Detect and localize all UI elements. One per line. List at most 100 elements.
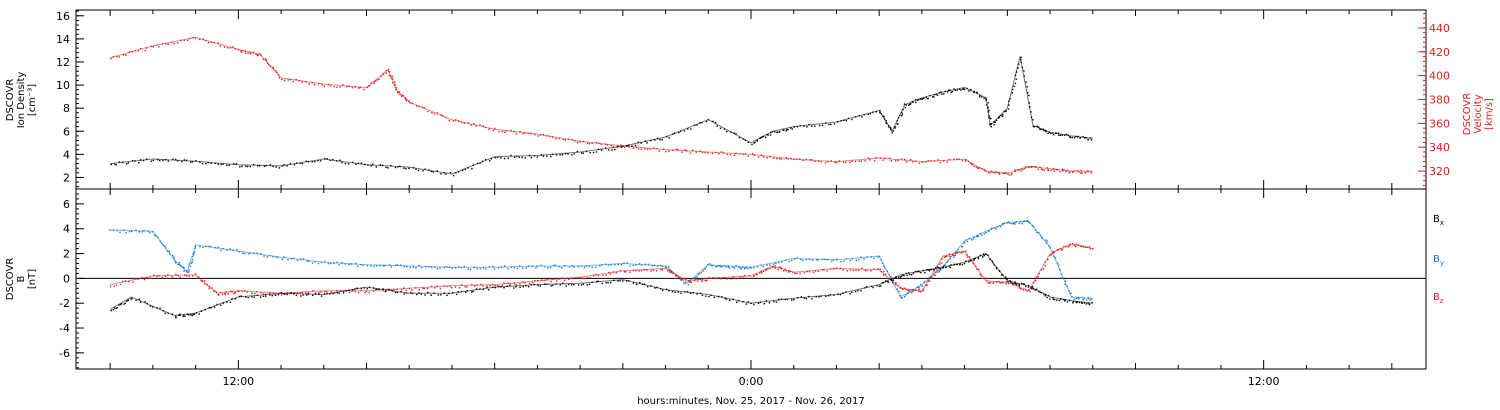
by-series-point <box>507 268 509 270</box>
density-series-point <box>329 159 332 161</box>
bz-series-point <box>974 265 977 267</box>
bz-series-point <box>260 292 262 294</box>
bx-series-point <box>736 301 738 303</box>
bz-series-point <box>992 282 994 284</box>
bx-series-point <box>342 292 345 294</box>
velocity-series-point <box>733 154 735 156</box>
bz-series-point <box>982 277 984 279</box>
bx-series-point <box>803 297 806 299</box>
by-series-point <box>735 265 737 267</box>
bx-series-point <box>882 281 885 284</box>
velocity-series-point <box>646 148 649 150</box>
bx-series-point <box>229 301 232 303</box>
density-series-point <box>1059 134 1062 136</box>
density-series-point <box>678 131 680 134</box>
velocity-series-point <box>259 52 261 55</box>
bz-series-point <box>784 268 786 270</box>
bz-series-point <box>670 271 672 274</box>
bz-series-point <box>723 276 725 279</box>
bx-series-point <box>745 303 748 305</box>
velocity-series-point <box>895 160 897 162</box>
density-series-point <box>803 125 805 127</box>
by-series-point <box>855 259 857 261</box>
by-series-point <box>635 264 637 266</box>
velocity-series-point <box>649 148 651 150</box>
density-series-point <box>245 165 247 167</box>
velocity-series-point <box>975 166 977 168</box>
velocity-series-point <box>515 133 517 135</box>
density-series-point <box>1020 56 1022 59</box>
bz-series-point <box>760 270 763 273</box>
bx-series-point <box>708 295 710 298</box>
velocity-series-point <box>1007 173 1009 175</box>
bx-series-point <box>820 295 822 297</box>
bx-series-point <box>378 288 380 290</box>
bx-series-point <box>992 261 994 264</box>
by-series-point <box>1018 222 1021 225</box>
velocity-series-point <box>1066 169 1069 171</box>
legend-entry-By: By <box>1433 254 1444 267</box>
bz-series-point <box>615 272 618 274</box>
by-series-point <box>238 251 240 253</box>
velocity-series-point <box>1063 169 1065 171</box>
by-series-point <box>826 258 829 261</box>
bx-series-point <box>192 313 194 316</box>
bz-series-point <box>803 272 806 274</box>
density-series-point <box>637 141 639 144</box>
by-series-point <box>968 237 970 239</box>
bz-series-point <box>1037 275 1040 278</box>
by-series-point <box>272 256 274 258</box>
bz-series-point <box>880 270 882 273</box>
bz-series-point <box>597 274 599 277</box>
bz-series-point <box>814 270 817 272</box>
velocity-series-point <box>824 162 827 164</box>
density-series-point <box>1018 63 1020 65</box>
bz-series-point <box>593 275 595 277</box>
b-axis-tick-label: 6 <box>63 198 70 211</box>
density-series-point <box>979 95 981 97</box>
by-series-point <box>985 231 987 234</box>
velocity-series-point <box>501 130 503 133</box>
bx-series-point <box>460 290 463 293</box>
by-series-point <box>805 258 808 261</box>
by-series-point <box>955 251 957 253</box>
bx-series-point <box>492 286 494 288</box>
bx-series-point <box>336 292 338 294</box>
bx-series-point <box>219 304 222 306</box>
velocity-series-point <box>165 42 167 45</box>
density-series-point <box>432 171 435 173</box>
by-series-point <box>979 233 982 235</box>
bz-series-point <box>700 280 703 283</box>
bx-series-point <box>911 274 913 276</box>
velocity-series-point <box>790 157 792 160</box>
bx-series-point <box>506 285 508 287</box>
density-series-point <box>150 160 153 162</box>
bx-series-point <box>302 294 304 296</box>
bz-series-point <box>976 268 978 270</box>
by-series-point <box>811 259 814 261</box>
bz-series-point <box>953 254 955 257</box>
by-series-point <box>858 259 860 261</box>
bx-series-point <box>256 294 259 296</box>
bx-series-point <box>451 292 454 294</box>
density-series-point <box>1087 138 1089 141</box>
panel-frame-1 <box>75 9 1427 190</box>
by-series-point <box>1044 239 1047 241</box>
velocity-series-point <box>383 73 385 75</box>
density-series-point <box>1036 125 1038 128</box>
by-series-point <box>963 241 966 243</box>
by-series-point <box>999 225 1001 227</box>
density-series-point <box>956 89 959 91</box>
bz-series-point <box>756 273 758 276</box>
bz-series-point <box>191 275 194 277</box>
velocity-series-point <box>530 132 532 135</box>
density-series-point <box>324 158 326 160</box>
density-series-point <box>514 156 516 158</box>
density-series-point <box>1017 67 1019 69</box>
bx-series-point <box>738 299 740 302</box>
density-series-point <box>289 163 291 165</box>
bz-series-point <box>1018 287 1020 289</box>
density-series-point <box>1008 100 1010 102</box>
bx-series-point <box>280 292 283 294</box>
bx-series-point <box>179 313 181 316</box>
